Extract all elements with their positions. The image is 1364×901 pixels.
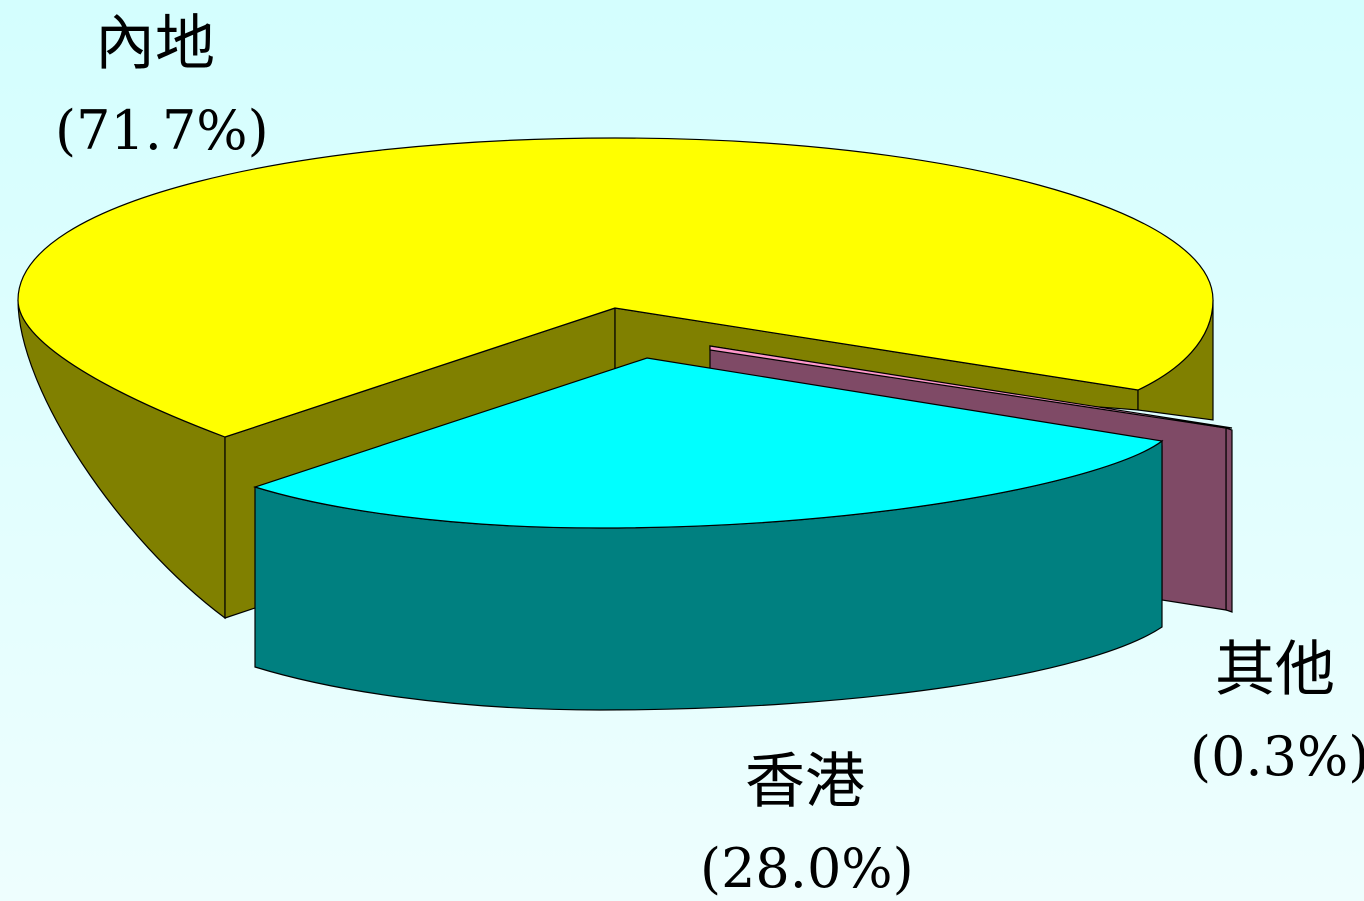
label-mainland-name: 內地 [95,9,215,79]
label-mainland-value: (71.7%) [55,99,269,162]
label-other: 其他 (0.3%) [1190,635,1364,788]
pie-slice-hongkong-top [253,357,1164,529]
label-mainland: 內地 (71.7%) [55,9,269,162]
label-other-value: (0.3%) [1190,725,1364,788]
pie-slice-other-top [709,345,1233,429]
pie-slice-other-side [1225,427,1233,613]
label-hongkong: 香港 (28.0%) [700,747,914,900]
pie-slice-hongkong [253,357,1164,711]
label-hongkong-name: 香港 [745,747,865,817]
pie-slice-mainland-top [17,137,1214,438]
label-hongkong-value: (28.0%) [700,837,914,900]
label-other-name: 其他 [1215,635,1335,705]
